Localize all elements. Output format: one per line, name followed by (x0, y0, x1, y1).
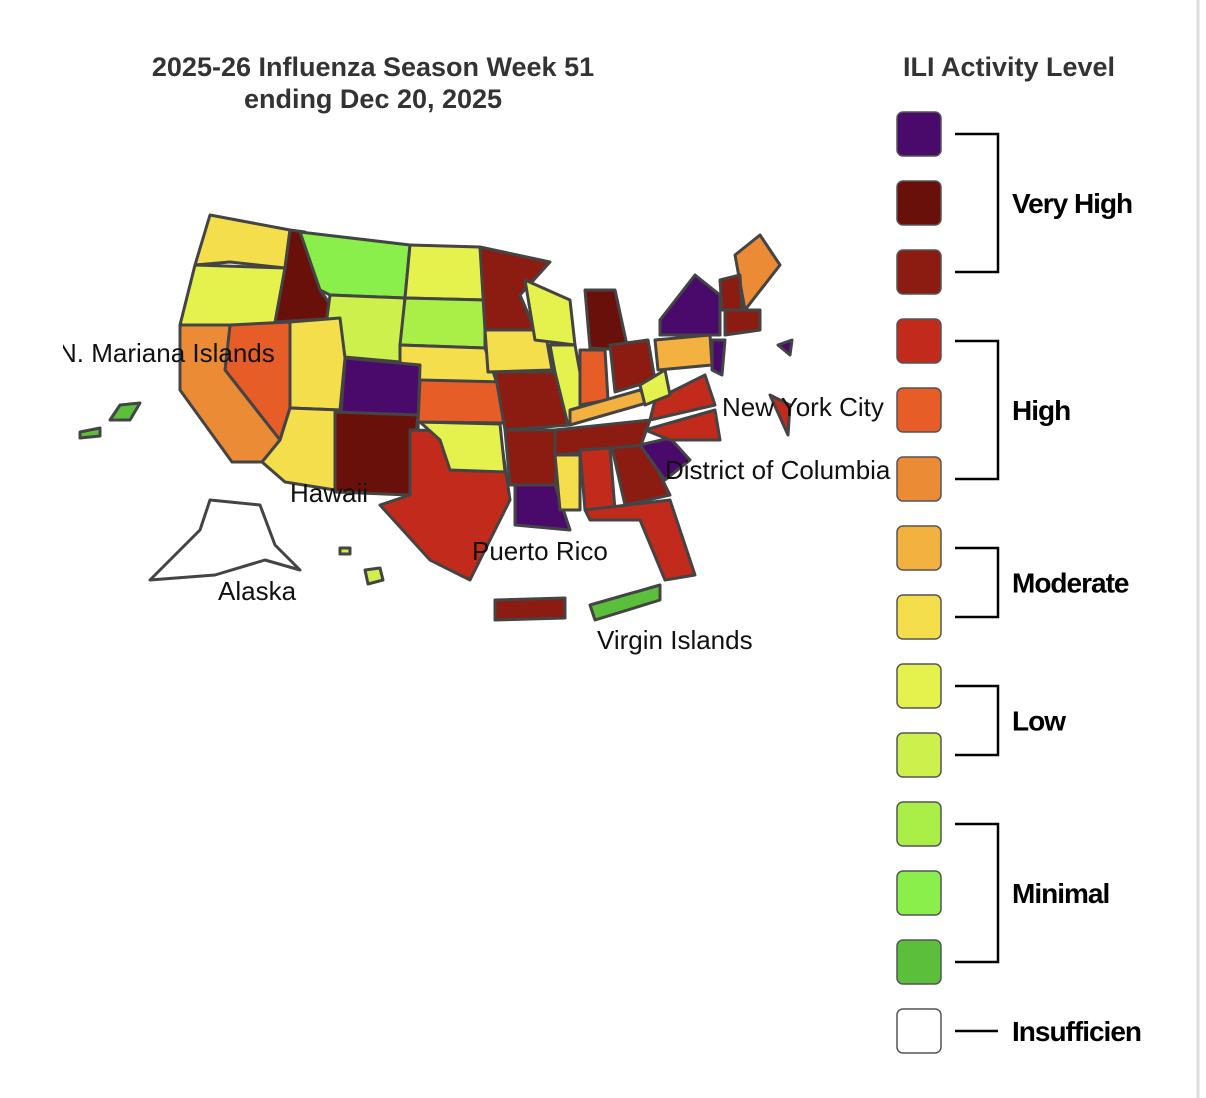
region (148, 498, 302, 582)
map-title: 2025-26 Influenza Season Week 51 (152, 52, 594, 82)
map-label: District of Columbia (665, 455, 891, 485)
region (578, 348, 610, 407)
legend-bracket (955, 684, 1000, 757)
legend-label: Insufficien (1012, 1016, 1141, 1047)
region (363, 566, 385, 586)
map-subtitle: ending Dec 20, 2025 (244, 84, 502, 114)
map-label: Hawaii (290, 478, 368, 508)
legend-swatch (896, 870, 942, 916)
legend-bracket (955, 339, 1000, 481)
region (638, 368, 672, 407)
region (288, 316, 347, 412)
legend-swatch (896, 525, 942, 571)
map-label: New York City (722, 392, 884, 422)
legend-swatch (896, 249, 942, 295)
legend-bracket (955, 546, 1000, 619)
legend-swatch (896, 594, 942, 640)
region (648, 373, 717, 422)
legend-label: High (1012, 395, 1070, 426)
legend-swatch (896, 801, 942, 847)
region (768, 393, 792, 437)
map-label: Virgin Islands (597, 625, 753, 655)
legend-swatch (896, 111, 942, 157)
region (610, 443, 672, 507)
region (513, 483, 572, 532)
region (583, 498, 697, 582)
legend-swatch (896, 180, 942, 226)
legend-label: Very High (1012, 188, 1132, 219)
legend-label: Minimal (1012, 878, 1109, 909)
region (710, 338, 727, 377)
legend-swatch (896, 663, 942, 709)
region (416, 378, 507, 425)
legend-bracket (955, 822, 1000, 964)
legend-swatch (896, 456, 942, 502)
legend-swatch (896, 1008, 942, 1054)
map-label: N. Mariana Islands (58, 338, 275, 368)
legend-label: Moderate (1012, 568, 1129, 599)
map-label: Puerto Rico (472, 536, 608, 566)
region (338, 546, 352, 556)
region (583, 288, 630, 352)
legend-title: ILI Activity Level (903, 52, 1115, 82)
legend: ILI Activity Level Very High High Moderate… (896, 52, 1142, 1054)
region (643, 408, 722, 442)
region (638, 436, 692, 482)
map-label: Alaska (218, 576, 297, 606)
region (653, 333, 714, 372)
region (588, 583, 662, 622)
region (718, 273, 744, 312)
legend-bracket (955, 132, 1000, 274)
legend-swatch (896, 732, 942, 778)
region (78, 426, 102, 440)
region (178, 263, 287, 332)
legend-label: Low (1012, 706, 1066, 737)
region (776, 338, 794, 357)
region (658, 273, 722, 337)
region (553, 453, 582, 512)
region (260, 406, 342, 492)
region (398, 296, 487, 350)
region (493, 596, 567, 622)
region (503, 428, 562, 487)
region (578, 446, 617, 512)
region (108, 401, 142, 422)
legend-swatch (896, 387, 942, 433)
map: N. Mariana Islands Hawaii Alaska Puerto Ric… (58, 213, 891, 655)
region (723, 308, 762, 337)
region (478, 245, 552, 332)
region (193, 213, 292, 270)
legend-swatch (896, 318, 942, 364)
legend-swatch (896, 939, 942, 985)
region (403, 243, 487, 302)
